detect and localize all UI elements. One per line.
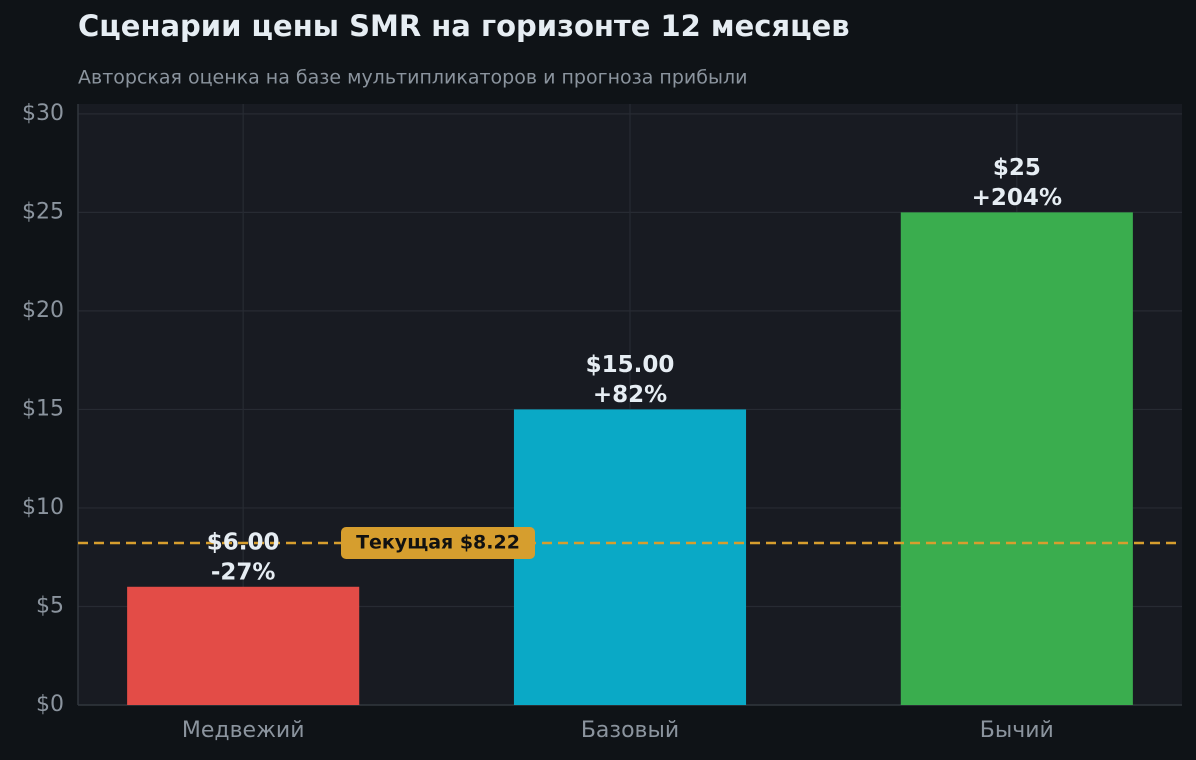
x-tick-label: Базовый [581, 718, 679, 743]
value-label: $6.00 [207, 529, 280, 555]
reference-label: Текущая $8.22 [356, 532, 520, 554]
bar [127, 586, 360, 705]
x-tick-label: Медвежий [182, 718, 305, 743]
y-tick-label: $25 [22, 199, 64, 224]
bar [900, 212, 1133, 705]
y-tick-label: $20 [22, 298, 64, 323]
value-label: $15.00 [586, 352, 675, 378]
y-tick-label: $10 [22, 495, 64, 520]
value-label: $25 [993, 155, 1041, 181]
change-label: +82% [593, 382, 667, 408]
x-tick-label: Бычий [980, 718, 1054, 743]
y-tick-label: $15 [22, 396, 64, 421]
reference-label-box [341, 527, 535, 560]
y-tick-label: $30 [22, 101, 64, 126]
y-tick-label: $0 [36, 692, 64, 717]
chart-subtitle: Авторская оценка на базе мультипликаторо… [78, 67, 747, 89]
chart-title: Сценарии цены SMR на горизонте 12 месяце… [78, 9, 850, 43]
bar [513, 409, 747, 705]
change-label: -27% [211, 559, 276, 585]
change-label: +204% [972, 185, 1062, 211]
y-tick-label: $5 [36, 593, 64, 618]
